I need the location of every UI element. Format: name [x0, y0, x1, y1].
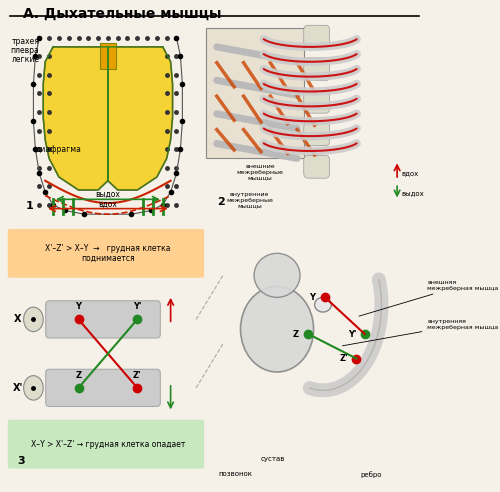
FancyBboxPatch shape [304, 155, 330, 178]
FancyBboxPatch shape [8, 420, 204, 468]
Text: А. Дыхательные мышцы: А. Дыхательные мышцы [22, 6, 221, 21]
Text: позвонок: позвонок [218, 471, 252, 477]
Text: Y: Y [76, 302, 82, 311]
Text: выдох: выдох [96, 190, 120, 199]
Text: X': X' [12, 383, 23, 393]
Text: трахея: трахея [12, 37, 40, 46]
Text: легкие: легкие [12, 56, 40, 64]
FancyBboxPatch shape [46, 301, 160, 338]
Text: 2: 2 [217, 197, 224, 207]
Text: Y: Y [310, 293, 316, 302]
Text: 3: 3 [18, 456, 25, 466]
FancyBboxPatch shape [304, 58, 330, 81]
Text: внешняя
межреберная мышца: внешняя межреберная мышца [359, 280, 498, 316]
Polygon shape [100, 43, 116, 69]
Text: Z': Z' [133, 371, 141, 380]
Ellipse shape [240, 286, 314, 372]
Text: Y': Y' [133, 302, 141, 311]
Polygon shape [108, 47, 172, 190]
FancyBboxPatch shape [46, 369, 160, 406]
Ellipse shape [314, 297, 332, 312]
Text: внутренние
межреберные
мышцы: внутренние межреберные мышцы [226, 192, 273, 209]
Text: внешние
межреберные
мышцы: внешние межреберные мышцы [237, 164, 284, 181]
FancyBboxPatch shape [8, 229, 204, 278]
Text: Y': Y' [348, 330, 356, 338]
Ellipse shape [254, 253, 300, 297]
Text: Z: Z [293, 330, 299, 338]
Text: внутренняя
межреберная мышца: внутренняя межреберная мышца [342, 319, 498, 346]
Text: диафрагма: диафрагма [36, 145, 82, 154]
FancyBboxPatch shape [206, 29, 304, 158]
Text: X: X [14, 314, 22, 324]
Text: X–Y > X'–Z' → грудная клетка опадает: X–Y > X'–Z' → грудная клетка опадает [30, 440, 185, 449]
Text: ребро: ребро [360, 471, 382, 478]
Ellipse shape [24, 376, 43, 400]
FancyBboxPatch shape [304, 123, 330, 146]
Text: Z': Z' [340, 354, 348, 363]
Ellipse shape [24, 307, 43, 332]
Text: 1: 1 [26, 201, 34, 211]
Text: X'–Z' > X–Y  →   грудная клетка
поднимается: X'–Z' > X–Y → грудная клетка поднимается [45, 244, 170, 263]
Text: вдох: вдох [98, 200, 117, 209]
FancyBboxPatch shape [304, 91, 330, 113]
Text: Z: Z [76, 371, 82, 380]
Text: выдох: выдох [402, 190, 424, 196]
Polygon shape [43, 47, 108, 190]
FancyBboxPatch shape [304, 25, 330, 48]
Text: вдох: вдох [402, 170, 418, 176]
Text: сустав: сустав [260, 457, 285, 462]
Text: плевра: плевра [10, 46, 40, 55]
